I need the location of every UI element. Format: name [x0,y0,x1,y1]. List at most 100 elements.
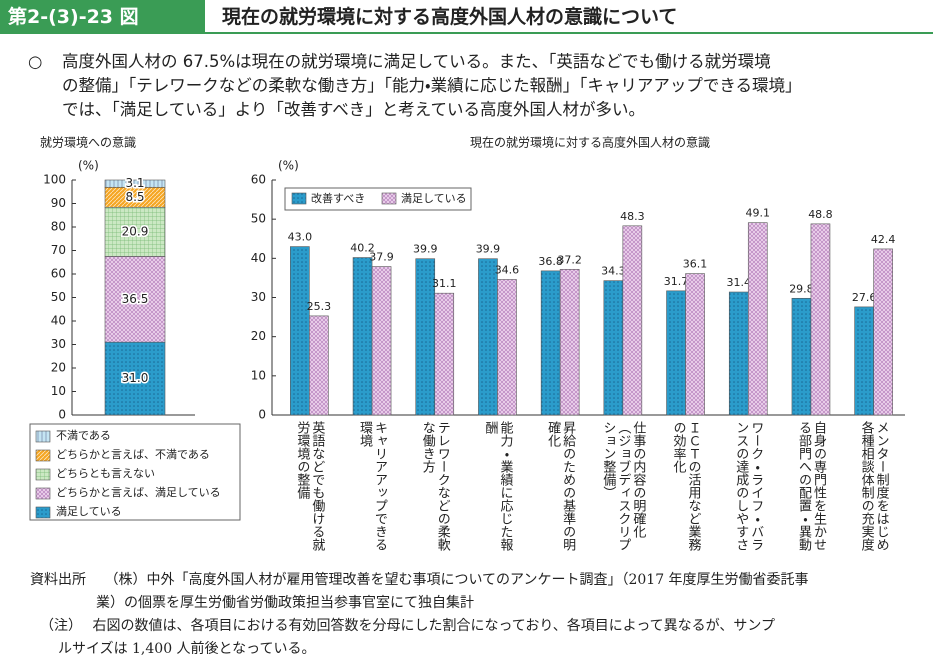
bar [810,223,831,416]
value-label: 48.3 [620,210,645,223]
value-label: 27.6 [852,291,877,304]
bar [540,270,561,416]
x-tick-label: キャリアアップできる環境 [357,421,388,551]
value-label: 36.8 [538,255,563,268]
y-tick-label: 30 [51,337,66,351]
legend-swatch [35,430,51,443]
summary: 高度外国人材の 67.5%は現在の就労環境に満足している。また、「英語などでも働… [62,50,802,122]
value-label: 25.3 [307,300,332,313]
y-tick-label: 60 [51,267,66,281]
source-line: 業）の個票を厚生労働省労働政策担当参事官室にて独自集計 [96,595,474,611]
value-label: 29.8 [789,282,814,295]
value-label: 3.1 [125,176,144,190]
summary-line: では、「満足している」より「改善すべき」と考えている高度外国人材が多い。 [62,100,645,119]
legend-swatch [35,449,51,462]
legend-swatch [381,192,397,205]
bar [478,258,498,416]
x-tick-label: 自身の専門性を生かせる部門への配置・異動 [795,421,826,551]
value-label: 34.3 [601,265,626,278]
legend-swatch [35,487,51,500]
y-tick-label: 20 [251,329,266,343]
bar [559,268,580,416]
bar [434,292,455,416]
bar [666,290,686,416]
source: 資料出所 （株）中外「高度外国人材が雇用管理改善を望む事項についてのアンケート調… [30,569,809,658]
value-label: 36.1 [683,258,708,271]
value-label: 43.0 [288,231,313,244]
source-line: （株）中外「高度外国人材が雇用管理改善を望む事項についてのアンケート調査」（20… [104,572,809,588]
axis-unit: (%) [278,159,299,173]
bar [791,297,812,416]
value-label: 48.8 [808,208,833,221]
x-tick-label: ＩＣＴの活用など業務の効率化 [670,421,701,551]
value-label: 34.6 [495,263,520,276]
y-tick-label: 60 [251,173,266,187]
legend-label: どちらとも言えない [56,467,155,480]
x-tick-label: 能力・業績に応じた報酬 [482,421,513,551]
chart-title: 現在の就労環境に対する高度外国人材の意識 [470,136,710,150]
legend-swatch [35,506,51,519]
bar-segment [104,206,166,257]
x-tick-label: メンター制度をはじめ各種相談体制の充実度 [858,421,889,551]
legend-box [29,423,241,521]
y-tick-label: 0 [258,408,266,422]
legend-swatch [291,192,307,205]
bar [352,257,373,416]
y-tick-label: 20 [51,361,66,375]
value-label: 36.5 [122,292,149,306]
y-tick-label: 40 [51,314,66,328]
legend-label: どちらかと言えば、満足している [56,486,221,499]
y-tick-label: 40 [251,251,266,265]
bar-segment [104,341,166,416]
value-label: 20.9 [122,224,149,238]
summary-line: 高度外国人材の 67.5%は現在の就労環境に満足している。また、「英語などでも働… [62,52,771,71]
y-tick-label: 10 [251,368,266,382]
bar [622,225,643,416]
value-label: 39.9 [476,243,501,256]
bullet: ○ [28,52,43,71]
y-tick-label: 50 [251,212,266,226]
legend-box [284,187,472,211]
value-label: 31.4 [727,276,752,289]
note-line: ルサイズは 1,400 人前後となっている。 [58,641,316,657]
y-tick-label: 90 [51,196,66,210]
x-tick-label: テレワークなどの柔軟な働き方 [419,421,450,551]
bar [309,315,329,416]
bar [685,273,705,416]
bar [497,279,517,416]
value-label: 49.1 [746,207,771,220]
summary-line: の整備」「テレワークなどの柔軟な働き方」「能力・業績に応じた報酬」「キャリアアッ… [62,76,802,95]
value-label: 39.9 [413,243,438,256]
value-label: 42.4 [871,233,896,246]
bar [728,291,749,416]
bar-segment [104,179,166,188]
value-label: 31.0 [122,371,149,385]
y-tick-label: 30 [251,290,266,304]
bar [290,246,310,416]
x-tick-label: ワーク・ライフ・バランスの達成のしやすさ [733,421,764,551]
y-tick-label: 0 [58,408,66,422]
y-tick-label: 80 [51,220,66,234]
figure-label: 第2-(3)-23 図 [0,0,205,34]
x-tick-label: 仕事の内容の明確化（ジョブディスクリプション整備） [600,421,646,551]
legend-swatch [35,468,51,481]
bar [371,266,392,416]
legend-label: 満足している [56,505,122,518]
legend-label: どちらかと言えば、不満である [56,448,210,461]
header-rule [205,32,933,34]
value-label: 31.1 [432,277,457,290]
x-tick-label: 英語などでも働ける就労環境の整備 [294,421,325,551]
bar [873,248,893,416]
value-label: 37.2 [557,253,582,266]
legend-label: 改善すべき [311,191,365,205]
value-label: 31.7 [664,275,689,288]
value-label: 37.9 [369,251,394,264]
y-tick-label: 70 [51,243,66,257]
y-tick-label: 100 [43,173,66,187]
legend-label: 不満である [56,429,111,442]
bar [747,222,768,416]
note-line: 右図の数値は、各項目における有効回答数を分母にした割合になっており、各項目によっ… [92,618,775,634]
value-label: 8.5 [125,190,144,204]
